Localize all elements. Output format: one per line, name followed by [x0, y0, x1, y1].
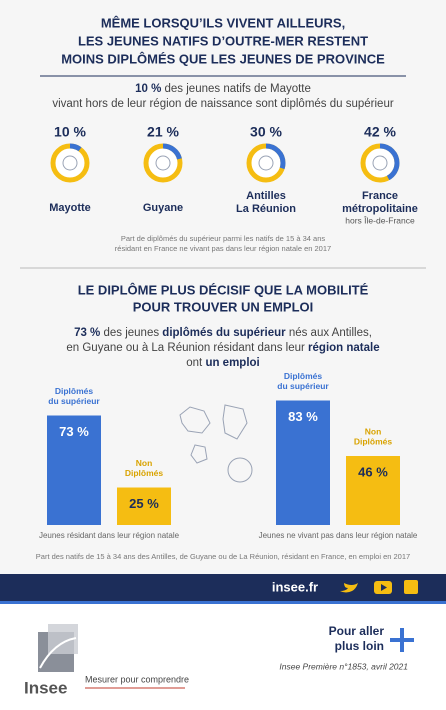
series-label: Non — [136, 458, 153, 468]
value-label: 21 % — [147, 124, 179, 140]
youtube-play — [381, 584, 387, 591]
category-label: La Réunion — [236, 203, 296, 215]
reference: Insee Première n°1853, avril 2021 — [279, 661, 408, 671]
category-label: Guyane — [143, 202, 183, 214]
section-title-line: LE DIPLÔME PLUS DÉCISIF QUE LA MOBILITÉ — [78, 282, 369, 297]
donut-track — [50, 143, 90, 183]
lead-line: ont un emploi — [186, 357, 260, 369]
title-line: MOINS DIPLÔMÉS QUE LES JEUNES DE PROVINC… — [61, 51, 385, 66]
lead-segment: 10 % — [135, 83, 161, 95]
lead-segment: nés aux Antilles, — [286, 327, 372, 339]
value-label: 30 % — [250, 124, 282, 140]
lead-segment: un emploi — [205, 357, 259, 369]
donut-arc — [246, 143, 286, 183]
site-link[interactable]: insee.fr — [272, 579, 318, 594]
title-line: LES JEUNES NATIFS D’OUTRE-MER RESTENT — [78, 33, 368, 48]
category-label: métropolitaine — [342, 203, 418, 215]
series-label: du supérieur — [48, 396, 100, 406]
footnote: résidant en France ne vivant pas dans le… — [115, 244, 331, 253]
tagline: Mesurer pour comprendre — [85, 674, 189, 684]
category-label: France — [362, 190, 398, 202]
category-label: Antilles — [246, 190, 286, 202]
footnote: Part de diplômés du supérieur parmi les … — [121, 234, 326, 243]
lead-segment: 73 % — [74, 327, 100, 339]
series-label: Diplômés — [55, 386, 94, 396]
donut-icon — [372, 155, 388, 171]
donut-icon — [155, 155, 171, 171]
bar — [276, 400, 330, 525]
lead-segment: en Guyane ou à La Réunion résidant dans … — [66, 342, 308, 354]
donut-arc — [50, 143, 90, 183]
value-label: 10 % — [54, 124, 86, 140]
bar-value-label: 25 % — [129, 496, 159, 511]
logo-mark — [38, 624, 78, 672]
donut-arc — [360, 143, 400, 183]
lead-line: en Guyane ou à La Réunion résidant dans … — [66, 342, 379, 354]
footnote: Part des natifs de 15 à 34 ans des Antil… — [36, 552, 410, 561]
twitter-icon[interactable] — [340, 583, 358, 593]
bar — [346, 456, 400, 525]
category-label: Mayotte — [49, 202, 91, 214]
title-line: MÊME LORSQU’ILS VIVENT AILLEURS, — [101, 15, 345, 30]
logo-text: Insee — [24, 678, 67, 697]
more-link[interactable]: plus loin — [335, 639, 384, 653]
category-note: hors Île-de-France — [345, 215, 415, 225]
value-label: 42 % — [364, 124, 396, 140]
footer-band-stripe — [0, 601, 446, 604]
bar — [47, 415, 101, 525]
series-label: Diplômés — [125, 468, 164, 478]
x-category-label: Jeunes résidant dans leur région natale — [39, 531, 180, 540]
donut-arc — [143, 143, 183, 183]
series-label: Diplômés — [354, 436, 393, 446]
section-title-line: POUR TROUVER UN EMPLOI — [133, 299, 314, 314]
lead-segment: des jeunes natifs de Mayotte — [161, 83, 311, 95]
series-label: Diplômés — [284, 371, 323, 381]
series-label: du supérieur — [277, 381, 329, 391]
bar-value-label: 83 % — [288, 409, 318, 424]
plus-icon[interactable] — [390, 628, 414, 652]
map-outline — [179, 404, 253, 483]
more-link[interactable]: Pour aller — [329, 624, 385, 638]
lead-segment: des jeunes — [100, 327, 162, 339]
linkedin-icon[interactable] — [404, 580, 418, 594]
x-category-label: Jeunes ne vivant pas dans leur région na… — [259, 531, 418, 540]
lead-line: vivant hors de leur région de naissance … — [52, 98, 394, 110]
footer-band — [0, 574, 446, 601]
series-label: Non — [365, 426, 382, 436]
bar — [117, 487, 171, 525]
donut-icon — [258, 155, 274, 171]
bar-value-label: 73 % — [59, 424, 89, 439]
lead-segment: diplômés du supérieur — [162, 327, 286, 339]
lead-line: 73 % des jeunes diplômés du supérieur né… — [74, 327, 372, 339]
bar-value-label: 46 % — [358, 464, 388, 479]
lead-segment: vivant hors de leur région de naissance … — [52, 98, 394, 110]
lead-segment: ont — [186, 357, 205, 369]
lead-line: 10 % des jeunes natifs de Mayotte — [135, 83, 311, 95]
donut-icon — [62, 155, 78, 171]
lead-segment: région natale — [308, 342, 380, 354]
